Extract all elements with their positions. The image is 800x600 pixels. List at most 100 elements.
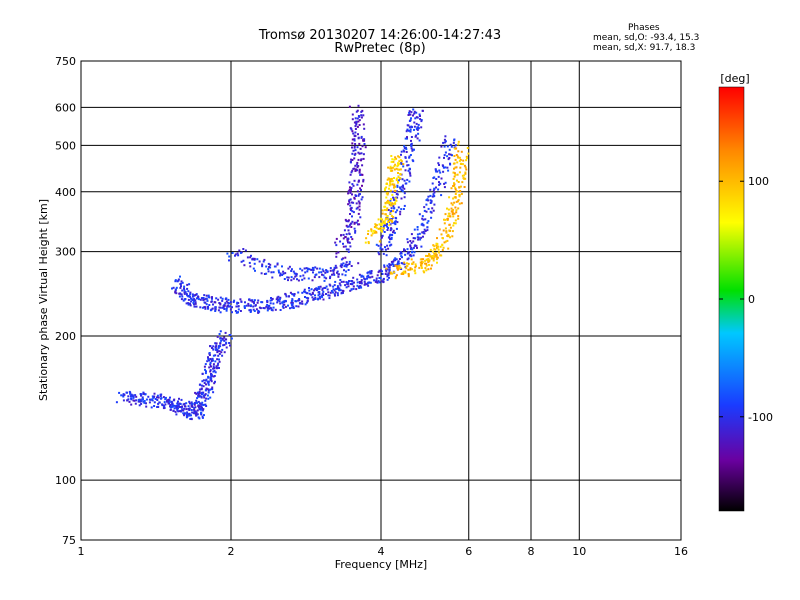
- phase-echo-point: [222, 305, 225, 308]
- phase-echo-point: [415, 134, 418, 137]
- phase-echo-point: [408, 156, 411, 159]
- phase-echo-point: [178, 295, 181, 298]
- phase-echo-point: [142, 400, 145, 403]
- phase-echo-point: [349, 190, 352, 193]
- phase-echo-point: [289, 307, 291, 310]
- phase-echo-point: [412, 240, 415, 243]
- phase-echo-point: [433, 252, 436, 255]
- phase-echo-point: [414, 263, 417, 266]
- phase-echo-point: [216, 364, 219, 367]
- phase-echo-point: [239, 298, 242, 301]
- phase-echo-point: [448, 148, 451, 151]
- phase-echo-point: [352, 211, 355, 214]
- phase-echo-point: [183, 414, 186, 417]
- phase-echo-point: [279, 274, 282, 277]
- phase-echo-point: [176, 402, 179, 405]
- phase-echo-point: [176, 405, 179, 408]
- phase-echo-point: [205, 383, 207, 386]
- phase-echo-point: [240, 300, 243, 303]
- phase-echo-point: [314, 288, 317, 290]
- phase-echo-point: [220, 351, 223, 354]
- phase-echo-point: [223, 308, 226, 310]
- phase-echo-point: [209, 361, 212, 364]
- phase-echo-point: [379, 270, 382, 273]
- phase-echo-point: [458, 193, 461, 196]
- phase-echo-point: [424, 230, 427, 232]
- phase-echo-point: [287, 304, 289, 307]
- phase-echo-point: [423, 271, 426, 274]
- phase-echo-point: [360, 274, 363, 277]
- phase-echo-point: [326, 271, 329, 274]
- phase-echo-point: [461, 163, 464, 166]
- phase-echo-point: [143, 401, 146, 404]
- phase-echo-point: [457, 150, 460, 153]
- phase-echo-point: [262, 260, 265, 263]
- phase-echo-point: [380, 243, 383, 246]
- phase-echo-point: [158, 401, 161, 404]
- phase-echo-point: [175, 286, 178, 289]
- phase-echo-point: [350, 206, 353, 209]
- phase-echo-point: [258, 306, 261, 309]
- phase-echo-point: [123, 393, 126, 396]
- phase-echo-point: [374, 223, 377, 226]
- phase-echo-point: [386, 207, 389, 210]
- phase-echo-point: [393, 271, 396, 274]
- phase-echo-point: [180, 285, 182, 288]
- phase-echo-point: [463, 186, 466, 188]
- phase-echo-point: [421, 215, 424, 218]
- phase-echo-point: [306, 270, 309, 273]
- phase-echo-point: [436, 245, 439, 248]
- phase-echo-point: [349, 209, 352, 212]
- phase-echo-point: [416, 137, 419, 140]
- phase-echo-point: [224, 302, 227, 305]
- x-tick-label: 6: [465, 545, 472, 558]
- phase-echo-point: [202, 297, 204, 300]
- phase-echo-point: [215, 347, 218, 350]
- phase-echo-point: [380, 236, 383, 239]
- phase-echo-point: [221, 297, 224, 300]
- phase-echo-point: [354, 143, 357, 145]
- phase-echo-point: [217, 309, 220, 312]
- y-tick-label: 75: [62, 534, 76, 547]
- phase-echo-point: [223, 304, 226, 307]
- phase-echo-point: [410, 144, 413, 147]
- phase-echo-point: [281, 301, 284, 304]
- phase-echo-point: [333, 284, 336, 287]
- phase-echo-point: [433, 203, 436, 206]
- phase-echo-point: [396, 267, 399, 270]
- phase-echo-point: [279, 302, 282, 305]
- phase-echo-point: [246, 256, 249, 259]
- phase-echo-point: [186, 283, 189, 286]
- phase-echo-point: [189, 418, 192, 420]
- plot-frame: [80, 60, 682, 541]
- phase-echo-point: [194, 299, 197, 302]
- phase-echo-point: [367, 276, 370, 279]
- phase-echo-point: [406, 262, 408, 265]
- phase-echo-point: [164, 398, 167, 401]
- phase-echo-point: [201, 306, 204, 309]
- phase-echo-point: [390, 214, 393, 217]
- phase-echo-point: [401, 262, 404, 265]
- phase-echo-point: [393, 231, 396, 234]
- phase-echo-point: [290, 279, 293, 282]
- phase-echo-point: [360, 286, 363, 289]
- phase-echo-point: [221, 354, 224, 357]
- phase-echo-point: [353, 167, 356, 170]
- phase-echo-point: [404, 270, 407, 273]
- phase-echo-point: [187, 298, 190, 301]
- phase-echo-point: [270, 307, 273, 310]
- phase-echo-point: [387, 166, 390, 169]
- phase-echo-point: [345, 248, 348, 251]
- phase-echo-point: [163, 405, 166, 408]
- phase-echo-point: [267, 270, 270, 273]
- phase-echo-point: [383, 205, 386, 208]
- phase-echo-point: [352, 276, 355, 279]
- phase-echo-point: [381, 248, 384, 251]
- phase-echo-point: [360, 152, 363, 155]
- phase-echo-point: [397, 162, 399, 165]
- phase-echo-point: [385, 224, 388, 227]
- phase-echo-point: [389, 199, 392, 202]
- phase-echo-point: [299, 267, 302, 270]
- phase-echo-point: [367, 242, 370, 245]
- phase-echo-point: [348, 263, 351, 265]
